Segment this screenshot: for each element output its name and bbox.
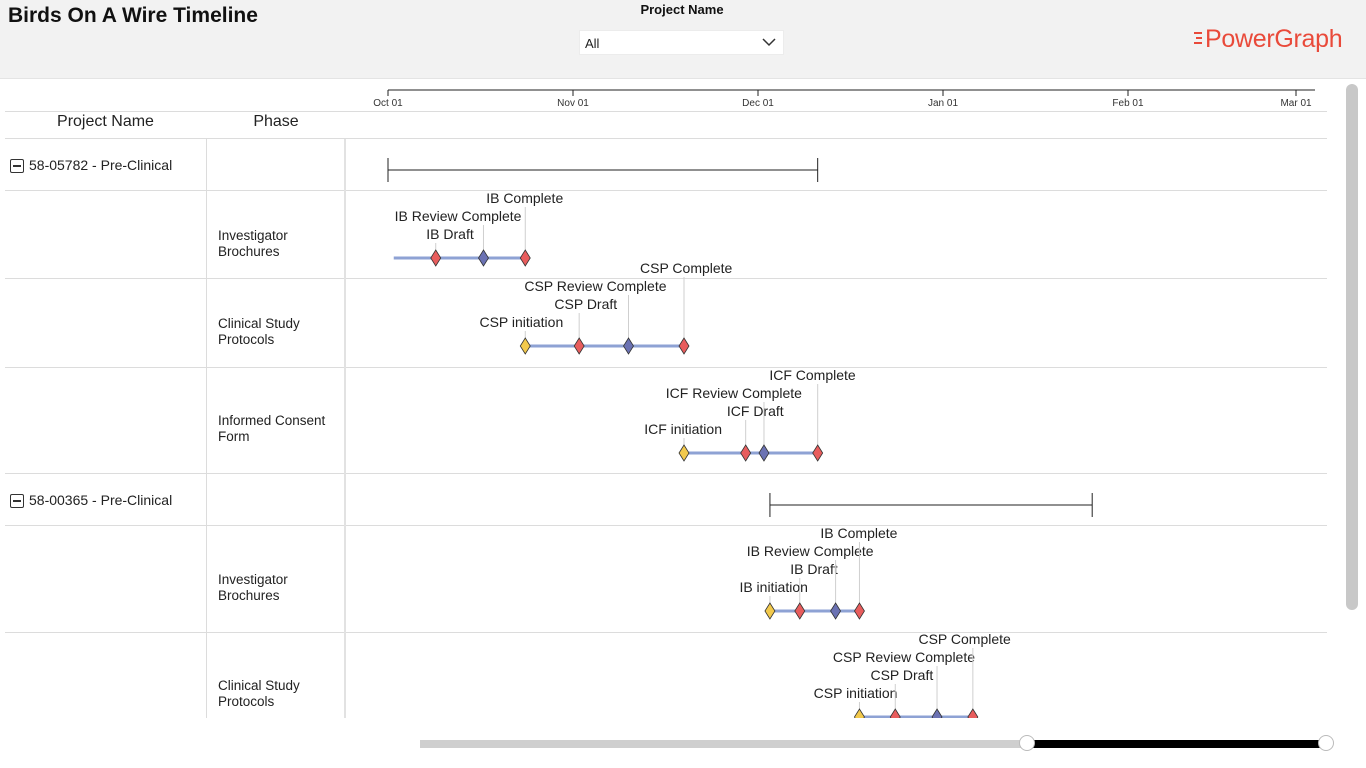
slider-track <box>420 740 1330 748</box>
milestone-diamond <box>764 602 776 620</box>
milestone-diamond <box>812 444 824 462</box>
milestone-diamond <box>853 708 865 718</box>
milestone-diamond <box>430 249 442 267</box>
slider-end-handle[interactable] <box>1318 735 1334 751</box>
milestone-label: IB Review Complete <box>747 543 874 559</box>
milestone-label: ICF Review Complete <box>666 385 802 401</box>
milestone-diamond <box>519 337 531 355</box>
axis-separator <box>5 111 1327 112</box>
milestone-label: CSP Draft <box>554 296 617 312</box>
project-filter-value: All <box>585 36 600 51</box>
milestone-diamond <box>758 444 770 462</box>
milestone-label: CSP Draft <box>870 667 933 683</box>
milestone-diamond <box>678 444 690 462</box>
milestone-label: CSP Complete <box>918 631 1011 647</box>
report-header: Birds On A Wire Timeline Project Name Al… <box>0 0 1366 79</box>
milestone-diamond <box>853 602 865 620</box>
milestone-label: IB Draft <box>426 226 474 242</box>
column-header-project: Project Name <box>57 113 154 130</box>
date-axis: Oct 01 Nov 01 Dec 01 Jan 01 Feb 01 Mar 01 <box>373 89 1315 109</box>
project-group-row: 58-05782 - Pre-Clinical <box>10 156 172 173</box>
timeline-viewport: Oct 01 Nov 01 Dec 01 Jan 01 Feb 01 Mar 01 Pro… <box>5 80 1327 718</box>
row-divider <box>5 190 1327 191</box>
axis-tick-label: Jan 01 <box>928 98 958 109</box>
phase-name: Investigator Brochures <box>218 228 288 259</box>
project-group-row: 58-00365 - Pre-Clinical <box>10 491 172 508</box>
milestone-label: CSP Review Complete <box>524 278 666 294</box>
column-header-phase: Phase <box>253 113 299 130</box>
phase-name: Investigator Brochures <box>218 572 288 603</box>
gantt-timeline: IB Draft IB Review Complete IB Complete CSP… <box>387 158 1093 718</box>
axis-tick-label: Dec 01 <box>742 98 774 109</box>
milestone-label: IB Review Complete <box>395 208 522 224</box>
vertical-scrollbar[interactable] <box>1346 84 1358 610</box>
milestone-diamond <box>678 337 690 355</box>
row-divider <box>5 525 1327 526</box>
phase-name: Clinical Study Protocols <box>218 678 300 709</box>
project-name: 58-00365 - Pre-Clinical <box>29 491 173 508</box>
milestone-label: CSP initiation <box>479 314 563 330</box>
date-range-slider[interactable] <box>420 735 1335 755</box>
milestone-diamond <box>478 249 489 267</box>
milestone-label: IB initiation <box>739 579 807 595</box>
milestone-diamond <box>830 602 842 620</box>
axis-tick-label: Nov 01 <box>557 98 589 109</box>
axis-tick-label: Feb 01 <box>1112 98 1144 109</box>
milestone-label: ICF Complete <box>769 367 856 383</box>
row-divider <box>5 367 1327 368</box>
milestone-diamond <box>931 708 943 718</box>
project-filter-label: Project Name <box>640 2 724 17</box>
row-divider <box>5 632 1327 633</box>
brand-logo: PowerGraph <box>1194 24 1343 54</box>
axis-tick-label: Oct 01 <box>373 98 403 109</box>
milestone-label: ICF Draft <box>727 403 784 419</box>
row-divider <box>5 278 1327 279</box>
milestone-label: CSP Complete <box>640 260 733 276</box>
milestone-diamond <box>623 337 634 355</box>
milestone-diamond <box>967 708 979 718</box>
milestone-label: CSP initiation <box>814 685 898 701</box>
slider-selected-range <box>1026 740 1326 748</box>
milestone-diamond <box>740 444 752 462</box>
brand-lines-icon <box>1194 32 1202 44</box>
milestone-diamond <box>794 602 806 620</box>
row-divider <box>5 138 1327 139</box>
collapse-icon[interactable] <box>10 494 24 508</box>
row-divider <box>5 473 1327 474</box>
axis-tick-label: Mar 01 <box>1280 98 1312 109</box>
column-divider <box>344 139 346 718</box>
page-title: Birds On A Wire Timeline <box>8 4 258 27</box>
milestone-label: IB Complete <box>486 190 563 206</box>
collapse-icon[interactable] <box>10 159 24 173</box>
milestone-label: ICF initiation <box>644 421 722 437</box>
phase-name: Informed Consent Form <box>218 413 326 444</box>
milestone-diamond <box>573 337 585 355</box>
milestone-label: IB Draft <box>790 561 838 577</box>
milestone-label: CSP Review Complete <box>833 649 975 665</box>
slider-start-handle[interactable] <box>1018 735 1035 751</box>
milestone-label: IB Complete <box>820 525 897 541</box>
brand-name: PowerGraph <box>1205 24 1343 53</box>
milestone-diamond <box>519 249 531 267</box>
column-divider <box>206 139 207 718</box>
milestone-diamond <box>889 708 901 718</box>
project-name: 58-05782 - Pre-Clinical <box>29 156 173 173</box>
chevron-down-icon <box>762 38 776 47</box>
project-filter-dropdown[interactable]: All <box>579 30 784 55</box>
phase-name: Clinical Study Protocols <box>218 316 300 347</box>
